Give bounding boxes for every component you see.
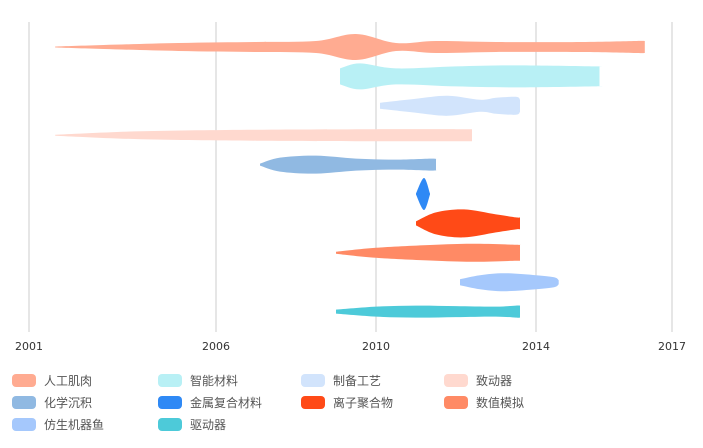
stream-6 xyxy=(416,178,430,210)
series-streams xyxy=(55,33,645,318)
legend-label: 数值模拟 xyxy=(476,395,525,410)
timeline-chart: 2001 2006 2010 2014 2017 xyxy=(15,22,686,353)
legend-item[interactable]: 驱动器 xyxy=(158,414,226,434)
stream-3 xyxy=(380,95,520,116)
x-tick-label: 2014 xyxy=(522,340,550,353)
legend-item[interactable]: 智能材料 xyxy=(158,370,238,390)
x-tick-label: 2017 xyxy=(658,340,686,353)
legend-item[interactable]: 仿生机器鱼 xyxy=(12,414,104,434)
legend-swatch xyxy=(158,395,182,409)
legend-swatch xyxy=(444,395,468,409)
legend-label: 制备工艺 xyxy=(333,373,382,388)
legend-label: 人工肌肉 xyxy=(44,373,93,388)
legend-swatch xyxy=(444,373,468,387)
x-tick-label: 2010 xyxy=(362,340,390,353)
legend-item[interactable]: 金属复合材料 xyxy=(158,392,262,412)
legend-swatch xyxy=(12,373,36,387)
x-tick-label: 2006 xyxy=(202,340,230,353)
legend-item[interactable]: 离子聚合物 xyxy=(301,392,393,412)
stream-1 xyxy=(55,33,645,61)
legend-swatch xyxy=(301,373,325,387)
legend-swatch xyxy=(12,417,36,431)
legend-swatch xyxy=(158,373,182,387)
legend-item[interactable]: 数值模拟 xyxy=(444,392,524,412)
legend-label: 化学沉积 xyxy=(44,395,93,410)
legend-item[interactable]: 致动器 xyxy=(444,370,512,390)
legend-label: 驱动器 xyxy=(190,417,227,432)
legend-label: 仿生机器鱼 xyxy=(44,417,105,432)
legend-item[interactable]: 人工肌肉 xyxy=(12,370,92,390)
legend-swatch xyxy=(12,395,36,409)
stream-9 xyxy=(460,273,559,292)
legend-label: 智能材料 xyxy=(190,373,239,388)
legend-swatch xyxy=(158,417,182,431)
stream-10 xyxy=(336,305,520,318)
legend-label: 金属复合材料 xyxy=(190,395,263,410)
x-axis-tick-labels: 2001 2006 2010 2014 2017 xyxy=(15,340,686,353)
stream-5 xyxy=(260,155,437,174)
legend-item[interactable]: 化学沉积 xyxy=(12,392,92,412)
stream-7 xyxy=(416,209,520,238)
stream-2 xyxy=(340,63,603,90)
legend-swatch xyxy=(301,395,325,409)
legend-item[interactable]: 制备工艺 xyxy=(301,370,381,390)
stream-4 xyxy=(55,129,472,142)
legend-label: 致动器 xyxy=(476,373,513,388)
stream-8 xyxy=(336,243,521,262)
legend-label: 离子聚合物 xyxy=(333,395,394,410)
x-tick-label: 2001 xyxy=(15,340,43,353)
